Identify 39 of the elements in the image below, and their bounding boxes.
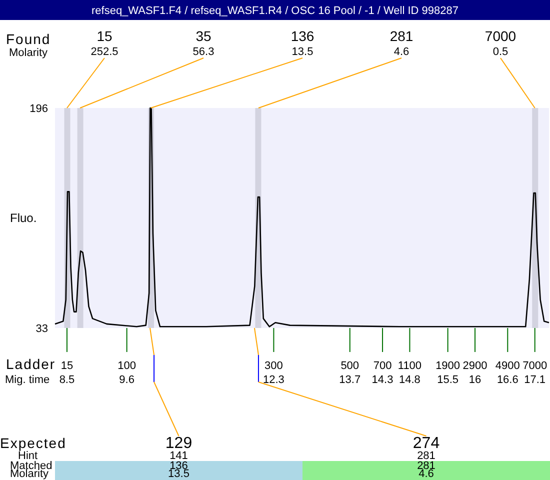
x-axis-title: Mig. time	[5, 374, 50, 386]
text: Found	[6, 31, 51, 47]
annotation: 129 141 136 13.5	[165, 435, 192, 480]
annotation: 1900	[436, 360, 460, 372]
annotation: 700	[373, 360, 392, 372]
x-tick-label: 15.5	[437, 374, 459, 386]
text: Molarity	[9, 47, 48, 59]
y-tick-label: 33	[36, 323, 48, 335]
y-tick-label: 196	[30, 103, 48, 115]
annotation: 7000 0.5	[484, 28, 516, 58]
annotation: 35 56.3	[192, 28, 214, 58]
annotation: 500	[340, 360, 360, 372]
text: Hint	[18, 450, 38, 462]
x-tick-label: 12.3	[263, 374, 284, 386]
x-tick-label: 17.1	[524, 374, 546, 386]
x-tick-label: 14.8	[399, 374, 420, 386]
chart-title: refseq_WASF1.F4 / refseq_WASF1.R4 / OSC 16 Pool / -1 / Well ID 998287	[91, 5, 459, 17]
annotation: 281 4.6	[390, 28, 414, 58]
annotation: 300	[264, 360, 283, 372]
x-tick-label: 8.5	[59, 374, 75, 386]
text: Molarity	[10, 468, 50, 480]
text: Expected	[0, 435, 66, 451]
annotation: 7000	[522, 360, 548, 372]
line-series	[54, 107, 550, 328]
annotation: 136 13.5	[290, 28, 314, 58]
x-tick-label: 16	[468, 374, 482, 386]
annotation: 2900	[462, 360, 488, 372]
x-tick-label: 14.3	[372, 374, 394, 386]
annotation: 1100	[398, 360, 422, 372]
annotation: 15	[60, 360, 74, 372]
annotation: 274 281 281 4.6	[412, 435, 440, 480]
annotation: 100	[118, 360, 136, 372]
x-tick-label: 16.6	[496, 374, 518, 386]
annotation: 15 252.5	[90, 28, 118, 58]
y-axis-title: Fluo.	[10, 211, 37, 225]
annotation: 4900	[495, 360, 520, 372]
text: Ladder	[6, 356, 56, 372]
x-tick-label: 9.6	[119, 374, 134, 386]
x-tick-label: 13.7	[339, 374, 361, 386]
